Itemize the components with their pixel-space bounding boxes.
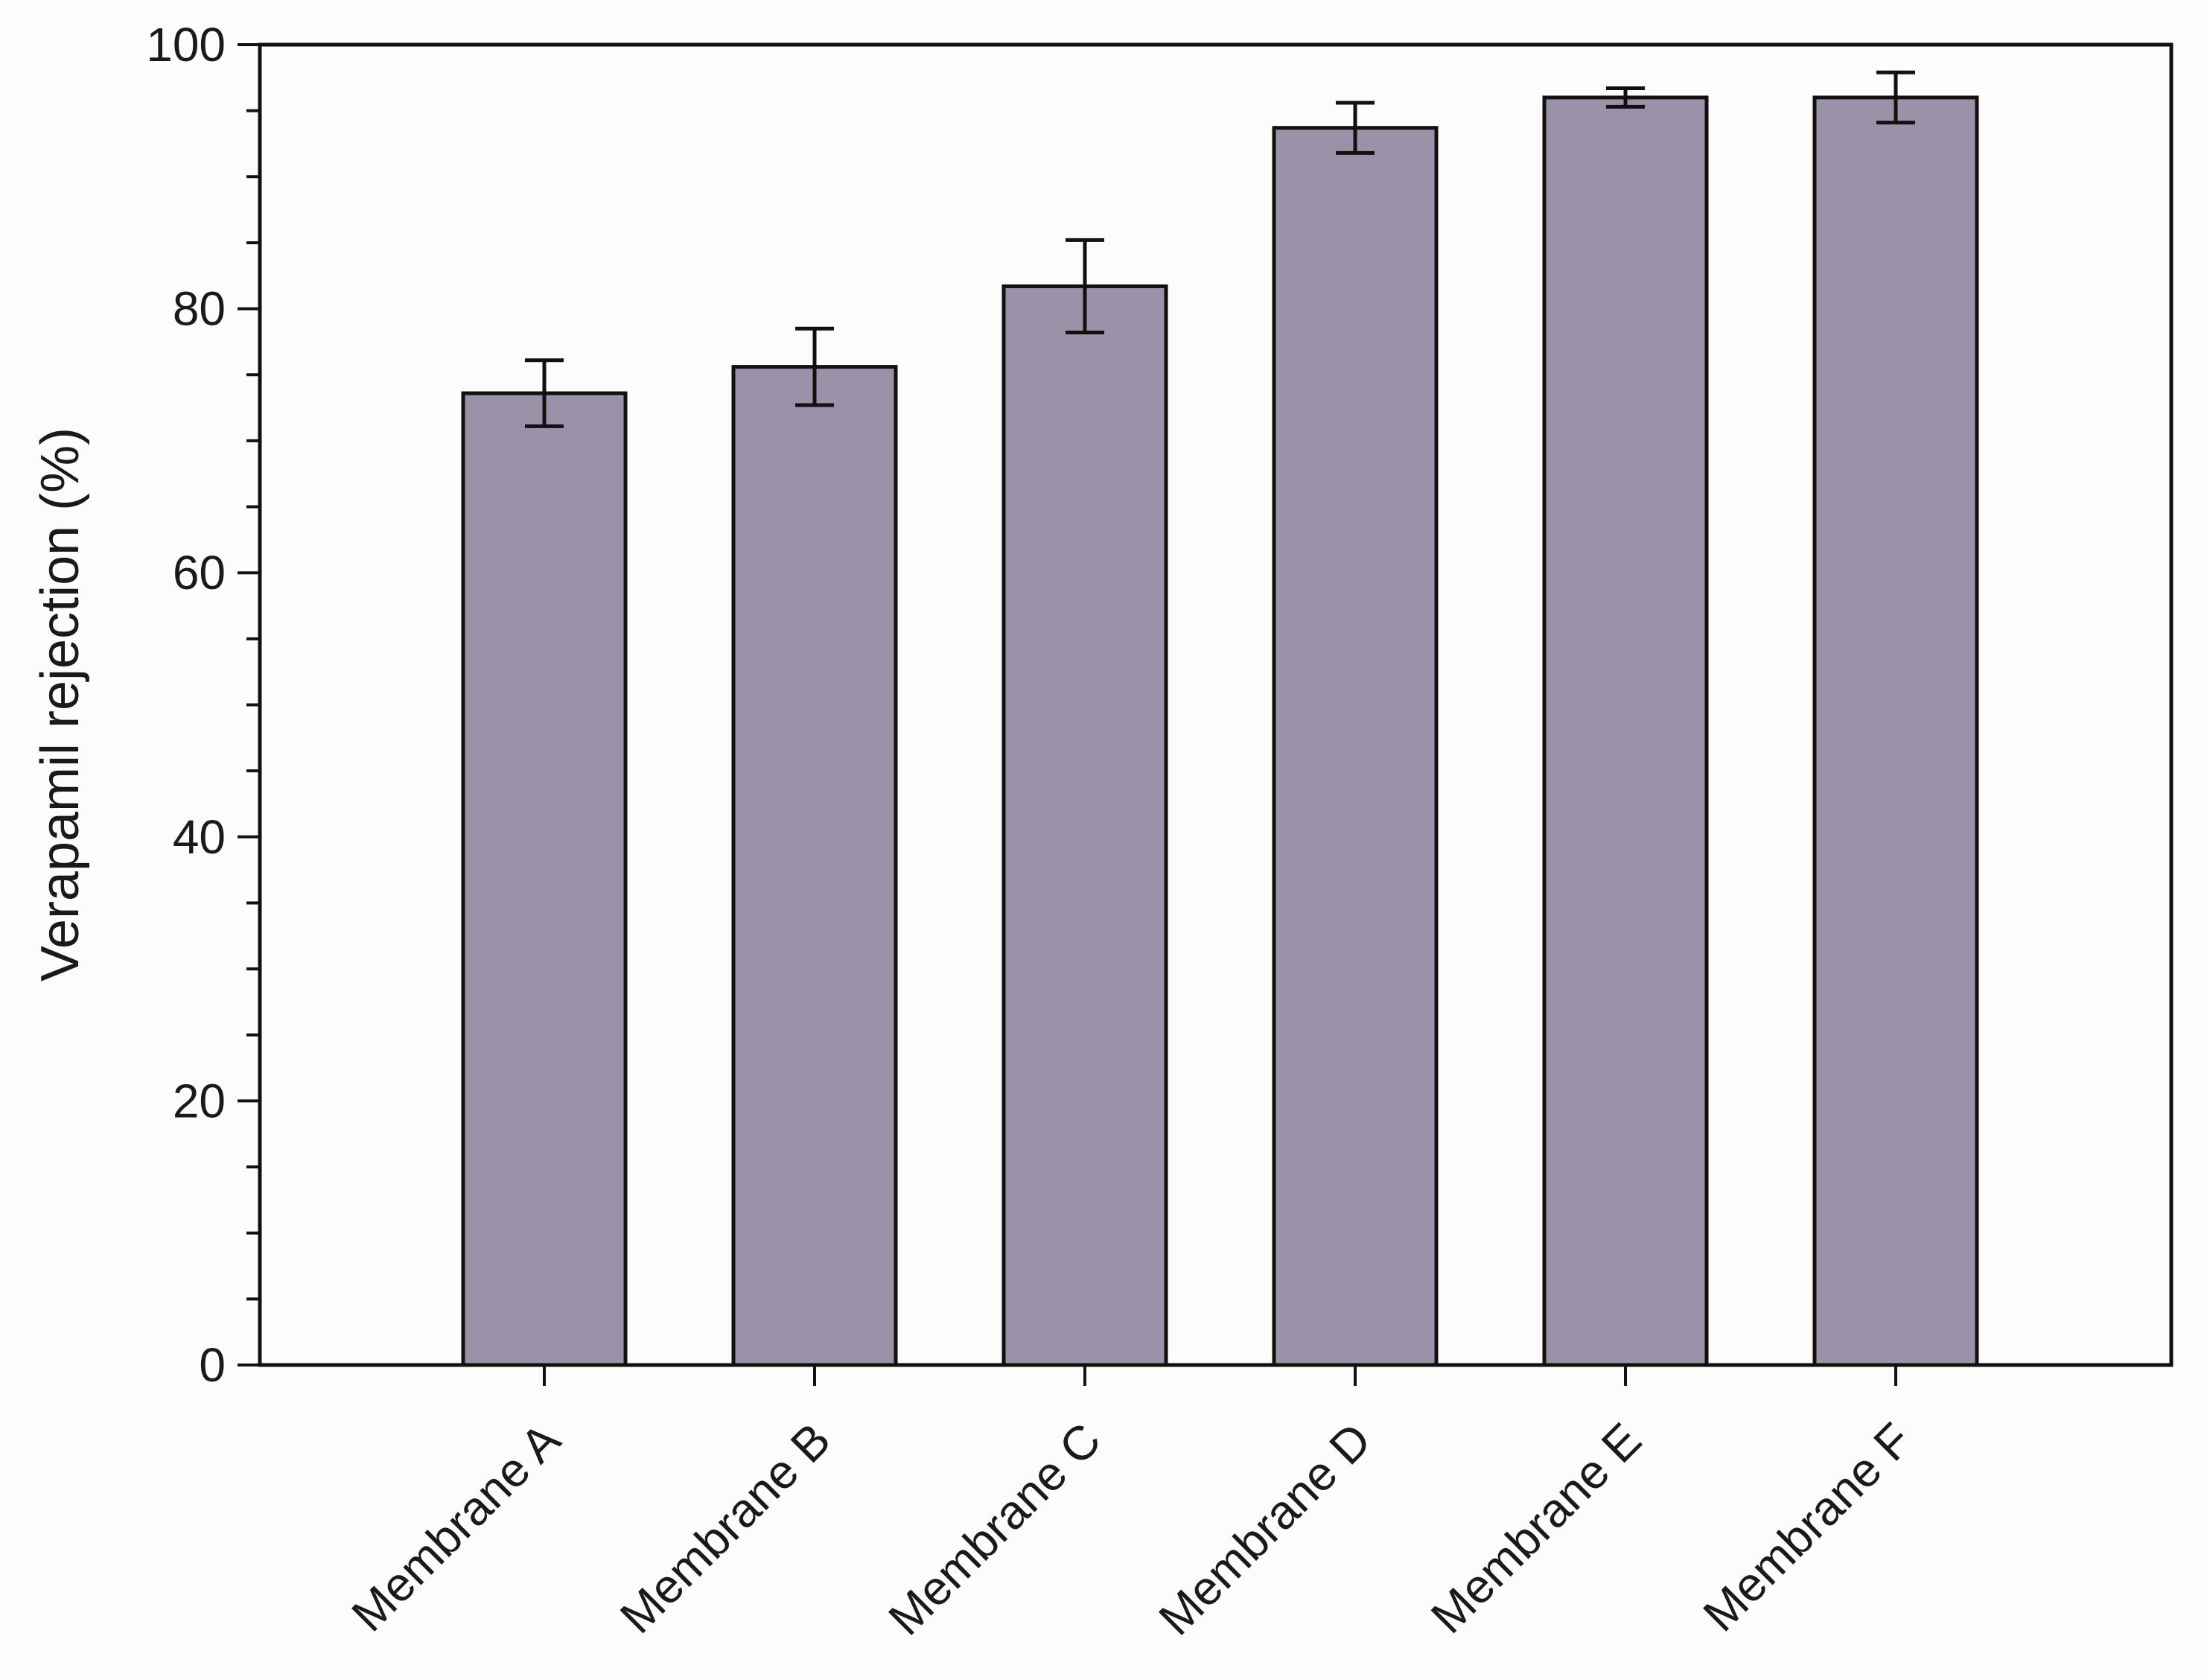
bar (1812, 95, 1979, 1367)
y-axis-title: Verapamil rejection (%) (31, 427, 90, 981)
y-tick-label: 80 (173, 282, 226, 336)
x-category-label: Membrane F (1692, 1413, 1921, 1641)
bar (1542, 95, 1709, 1367)
x-category-label: Membrane B (610, 1413, 841, 1644)
x-category-label: Membrane C (878, 1413, 1110, 1645)
error-bars-group (525, 70, 1915, 428)
y-tick-label: 40 (173, 810, 226, 864)
bar (731, 365, 898, 1367)
x-axis: Membrane A Membrane B Membrane C Membrane D… (341, 1365, 1922, 1645)
bar (461, 391, 628, 1367)
x-category-label: Membrane D (1148, 1413, 1380, 1645)
y-tick-label: 100 (146, 18, 226, 71)
bar (1272, 126, 1439, 1367)
y-tick-label: 0 (199, 1338, 226, 1392)
bars-group (461, 95, 1979, 1367)
x-category-label: Membrane E (1421, 1413, 1652, 1644)
y-tick-label: 60 (173, 546, 226, 599)
y-tick-label: 20 (173, 1074, 226, 1127)
bar (1001, 284, 1168, 1367)
y-axis: 0 20 40 60 80 100 (146, 18, 260, 1392)
x-category-label: Membrane A (341, 1413, 570, 1642)
